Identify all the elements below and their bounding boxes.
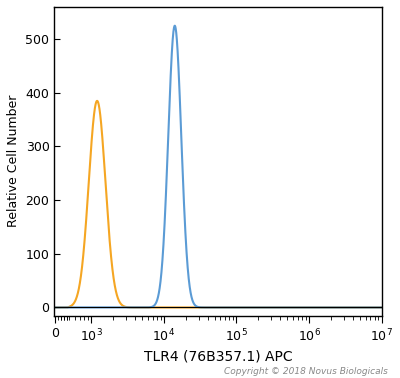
X-axis label: TLR4 (76B357.1) APC: TLR4 (76B357.1) APC — [144, 350, 292, 364]
Y-axis label: Relative Cell Number: Relative Cell Number — [7, 95, 20, 228]
Text: Copyright © 2018 Novus Biologicals: Copyright © 2018 Novus Biologicals — [224, 367, 388, 376]
